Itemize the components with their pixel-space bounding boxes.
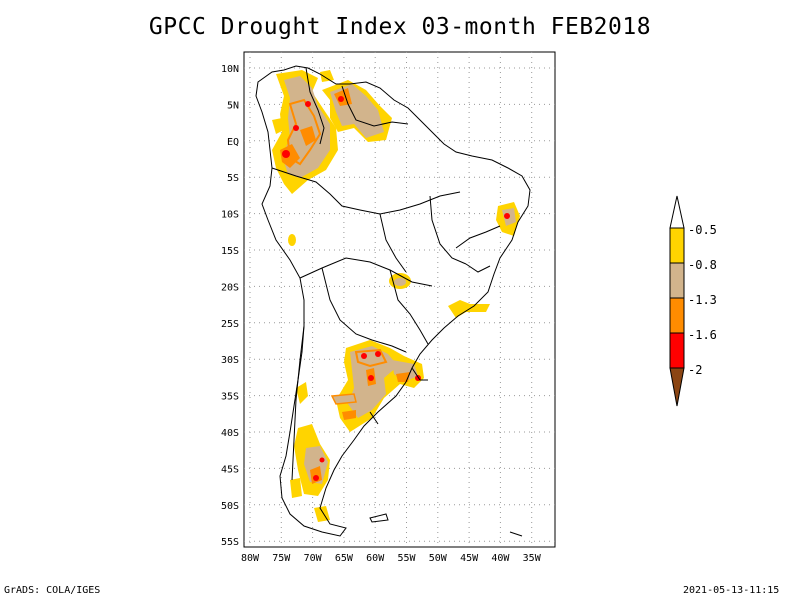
coastlines: [255, 65, 531, 537]
lat-tick-label: 20S: [221, 282, 239, 293]
lon-tick-label: 45W: [460, 553, 479, 564]
lat-tick-label: 10S: [221, 210, 239, 221]
legend-swatch-tan: [669, 262, 685, 299]
legend-swatch-white: [669, 195, 685, 229]
lat-tick-label: 5S: [227, 173, 239, 184]
lon-tick-label: 65W: [335, 553, 354, 564]
footer-timestamp: 2021-05-13-11:15: [683, 585, 780, 596]
legend-colorbar: -0.5 -0.8 -1.3 -1.6 -2: [669, 195, 717, 407]
lat-tick-label: 45S: [221, 464, 239, 475]
lat-tick-label: 35S: [221, 392, 239, 403]
legend-label: -0.8: [688, 258, 717, 272]
lon-tick-label: 60W: [366, 553, 385, 564]
lon-tick-label: 40W: [491, 553, 510, 564]
drought-shading: [272, 70, 520, 522]
lon-tick-label: 55W: [397, 553, 416, 564]
lon-tick-label: 50W: [429, 553, 448, 564]
legend-swatch-red: [669, 332, 685, 369]
lat-tick-label: 55S: [221, 537, 239, 548]
lat-tick-label: 50S: [221, 501, 239, 512]
map-frame: [243, 51, 556, 548]
lon-tick-label: 70W: [304, 553, 323, 564]
lat-tick-label: 25S: [221, 319, 239, 330]
lon-tick-label: 35W: [523, 553, 542, 564]
legend-swatch-brown: [669, 367, 685, 407]
lat-tick-label: EQ: [227, 137, 239, 148]
legend-label: -1.3: [688, 293, 717, 307]
lat-tick-label: 15S: [221, 246, 239, 257]
legend-label: -2: [688, 363, 702, 377]
lon-tick-label: 80W: [241, 553, 260, 564]
lon-tick-label: 75W: [272, 553, 291, 564]
footer-credit: GrADS: COLA/IGES: [4, 585, 101, 596]
lat-tick-label: 40S: [221, 428, 239, 439]
legend-label: -1.6: [688, 328, 717, 342]
graticule: 10N 5N EQ 5S 10S 15S 20S 25S 30S 35S 40S 45S 50S 55S8…: [221, 52, 555, 564]
legend-label: -0.5: [688, 223, 717, 237]
legend-swatch-orange: [669, 297, 685, 334]
map-title: GPCC Drought Index 03-month FEB2018: [148, 14, 652, 40]
lat-tick-label: 5N: [227, 100, 239, 111]
legend-swatch-yellow: [669, 227, 685, 264]
lat-tick-label: 30S: [221, 355, 239, 366]
lat-tick-label: 10N: [221, 64, 239, 75]
